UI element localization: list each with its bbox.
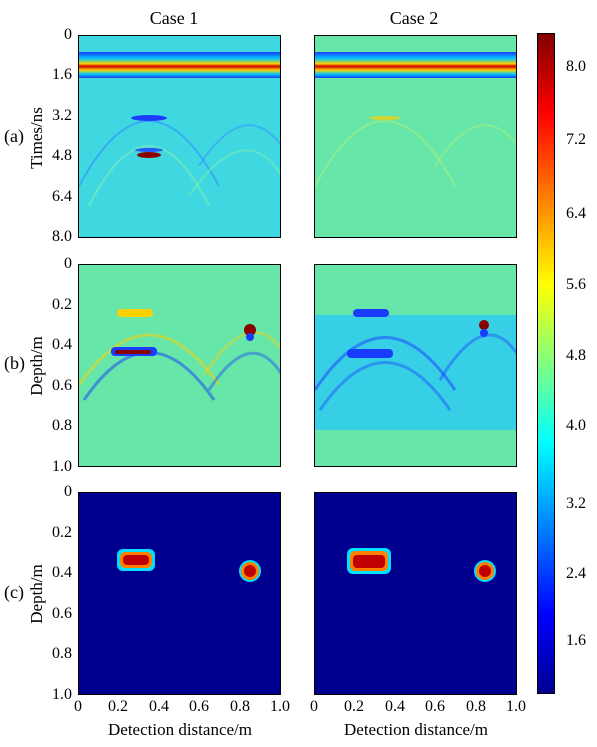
colorbar-label-2: 6.4 [566,205,586,222]
ytick-b-4: 0.8 [52,417,72,434]
xtick-case2-3: 0.6 [425,698,445,715]
panel-a-case2 [314,35,517,238]
ytick-a-4: 6.4 [52,188,72,205]
ytick-a-2: 3.2 [52,107,72,124]
xtick-case1-1: 0.2 [108,698,128,715]
ytick-a-1: 1.6 [52,66,72,83]
colorbar-label-1: 7.2 [566,131,586,148]
colorbar-label-8: 1.6 [566,632,586,649]
colorbar-label-0: 8.0 [566,58,586,75]
ytick-c-4: 0.8 [52,645,72,662]
colorbar-label-6: 3.2 [566,495,586,512]
ytick-a-0: 0 [64,26,72,43]
ytick-a-3: 4.8 [52,147,72,164]
xtick-case1-4: 0.8 [230,698,250,715]
xtick-case1-2: 0.4 [149,698,169,715]
col-title-case2: Case 2 [389,8,439,28]
panel-a-case1 [78,35,281,238]
panel-c-case1 [78,492,281,695]
ytick-b-1: 0.2 [52,296,72,313]
colorbar-label-4: 4.8 [566,347,586,364]
xtick-case1-5: 1.0 [270,698,290,715]
ytick-c-3: 0.6 [52,605,72,622]
xtick-case2-2: 0.4 [385,698,405,715]
xtick-case2-4: 0.8 [466,698,486,715]
row-label-a: (a) [4,126,24,146]
colorbar-label-7: 2.4 [566,565,586,582]
xtick-case2-0: 0 [310,698,318,715]
y-axis-title-b: Depth/m [27,336,46,396]
x-axis-title-case2: Detection distance/m [344,720,488,739]
panel-c-case2 [314,492,517,695]
xtick-case2-5: 1.0 [506,698,526,715]
ytick-c-2: 0.4 [52,564,72,581]
row-label-b: (b) [4,353,25,373]
xtick-case1-0: 0 [74,698,82,715]
ytick-c-5: 1.0 [52,686,72,703]
ytick-c-0: 0 [64,483,72,500]
row-label-c: (c) [4,582,24,602]
ytick-a-5: 8.0 [52,228,72,245]
panel-b-case1 [78,264,281,467]
ytick-b-5: 1.0 [52,458,72,475]
ytick-c-1: 0.2 [52,524,72,541]
x-axis-title-case1: Detection distance/m [108,720,252,739]
ytick-b-0: 0 [64,255,72,272]
panel-b-case2 [314,264,517,467]
col-title-case1: Case 1 [149,8,199,28]
xtick-case1-3: 0.6 [189,698,209,715]
colorbar-label-3: 5.6 [566,276,586,293]
ytick-b-2: 0.4 [52,336,72,353]
colorbar [537,33,555,694]
y-axis-title-a: Times/ns [27,107,46,169]
colorbar-label-5: 4.0 [566,417,586,434]
xtick-case2-1: 0.2 [344,698,364,715]
y-axis-title-c: Depth/m [27,564,46,624]
ytick-b-3: 0.6 [52,377,72,394]
